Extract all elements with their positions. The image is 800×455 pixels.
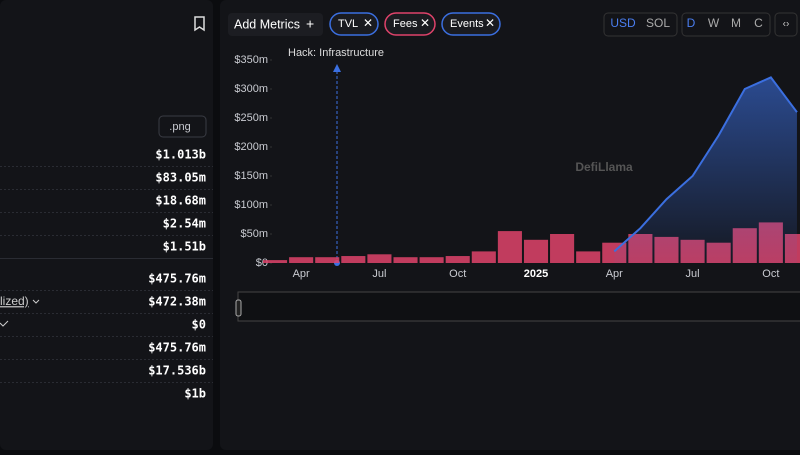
brush[interactable]	[237, 291, 800, 322]
x-tick-label: Apr	[293, 268, 310, 280]
embed-icon: ‹›	[783, 19, 790, 30]
y-tick-label: $150m	[234, 170, 268, 182]
chevrons	[0, 299, 40, 327]
y-tick-label: $100m	[234, 199, 268, 211]
y-tick-label: $0	[256, 257, 268, 269]
fee-bar	[419, 257, 444, 263]
tvl-line	[613, 76, 798, 253]
period[interactable]: W	[708, 16, 720, 30]
fee-bar	[576, 251, 601, 263]
remove-x: ✕	[485, 16, 495, 30]
sidebar-value: $475.76m	[148, 272, 206, 286]
fee-bar	[367, 254, 392, 263]
fee-bar	[550, 234, 575, 263]
y-tick-label: $300m	[234, 83, 268, 95]
x-tick-label: Oct	[449, 268, 466, 280]
x-tick-label: Jul	[372, 268, 386, 280]
metric-label: Events	[450, 18, 484, 30]
sidebar-value: $1.51b	[163, 240, 206, 254]
sidebar-value: $475.76m	[148, 341, 206, 355]
tvl-area	[614, 77, 797, 264]
sidebar-value: $18.68m	[155, 194, 206, 208]
sidebar-value: $1.013b	[155, 148, 206, 162]
png-label: .png	[169, 121, 190, 133]
sidebar-value: $0	[192, 318, 206, 332]
chart-panel	[220, 0, 800, 450]
embed-button[interactable]	[774, 12, 798, 37]
currency[interactable]: USD	[610, 16, 636, 30]
fee-bar	[263, 260, 288, 263]
y-tick-label: $250m	[234, 112, 268, 124]
fee-bar	[393, 257, 418, 263]
partial-label: lized)	[0, 294, 29, 308]
remove-x: ✕	[420, 16, 430, 30]
x-tick-label: Apr	[606, 268, 623, 280]
add-metrics: Add Metrics	[234, 17, 300, 31]
metric-chip[interactable]	[329, 12, 379, 36]
fee-bar	[341, 256, 366, 263]
add-metrics-button[interactable]	[228, 13, 323, 36]
x-tick-label: Oct	[762, 268, 779, 280]
metric-label: Fees	[393, 18, 418, 30]
png-button[interactable]	[158, 115, 207, 138]
fee-bar	[497, 231, 522, 263]
y-tick-label: $50m	[240, 228, 268, 240]
sidebar-value: $1b	[184, 387, 206, 401]
period[interactable]: D	[687, 16, 696, 30]
x-tick-label: Jul	[686, 268, 700, 280]
fee-bar	[289, 257, 314, 263]
period[interactable]: M	[731, 16, 741, 30]
period-group	[681, 12, 771, 37]
period[interactable]: C	[754, 16, 763, 30]
bookmark-icon[interactable]	[194, 16, 205, 32]
annotation: Hack: Infrastructure	[288, 47, 384, 59]
sidebar	[0, 0, 213, 450]
y-tick-label: $200m	[234, 141, 268, 153]
fee-bar	[471, 251, 496, 263]
sidebar-value: $2.54m	[163, 217, 206, 231]
fee-bar	[445, 256, 470, 263]
sidebar-value: $17.536b	[148, 364, 206, 378]
fee-bar	[523, 239, 549, 263]
y-tick-label: $350m	[234, 54, 268, 66]
metric-label: TVL	[338, 18, 358, 30]
metric-chip[interactable]	[441, 12, 501, 36]
watermark: DefiLlama	[575, 160, 633, 174]
event-arrow	[333, 64, 341, 72]
sidebar-value: $472.38m	[148, 295, 206, 309]
plus: +	[306, 16, 314, 32]
brush-handle[interactable]	[235, 299, 242, 317]
remove-x: ✕	[363, 16, 373, 30]
fee-bar	[315, 257, 340, 263]
metric-chip[interactable]	[384, 12, 436, 36]
sidebar-value: $83.05m	[155, 171, 206, 185]
currency[interactable]: SOL	[646, 16, 670, 30]
x-tick-label: 2025	[524, 268, 548, 280]
currency-group	[603, 12, 678, 37]
